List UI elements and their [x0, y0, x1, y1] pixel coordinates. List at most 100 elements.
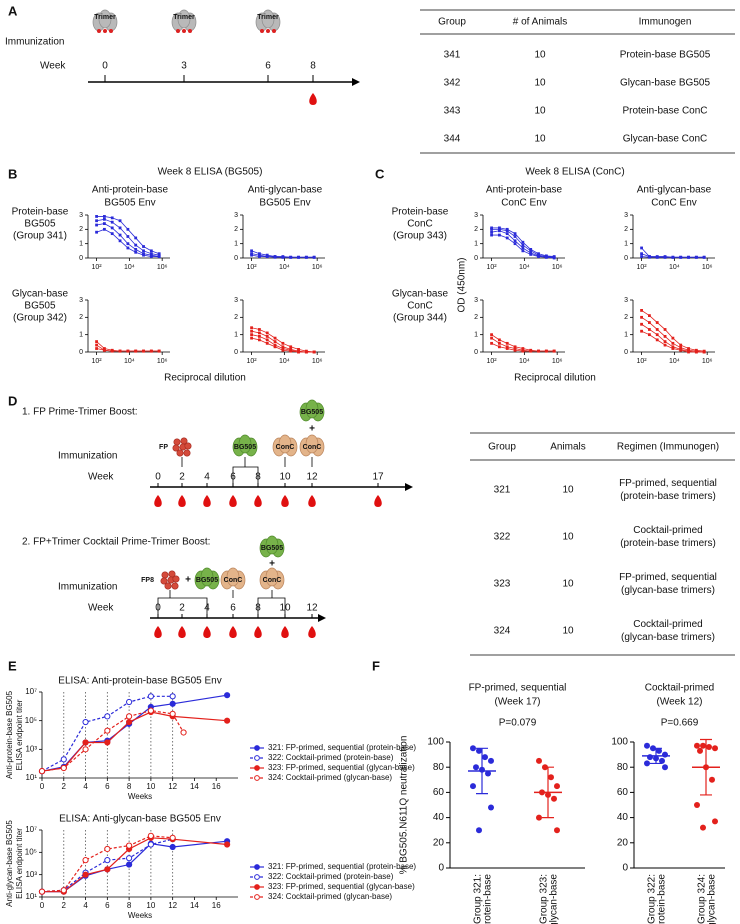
y-tick-label: 0: [234, 255, 238, 262]
table-cell: 342: [444, 78, 461, 89]
legend-label: 324: Cocktail-primed (glycan-base): [268, 773, 392, 782]
week-label: 2: [179, 472, 185, 483]
fp-icon: [176, 449, 184, 457]
bg-icon: [200, 567, 214, 587]
point: [118, 219, 122, 223]
y-tick-label: 3: [79, 212, 83, 219]
legend-marker: [254, 745, 260, 751]
x-axis-title: Weeks: [128, 911, 152, 920]
point: [488, 804, 494, 811]
table-cell: 321: [494, 485, 511, 496]
point: [712, 818, 718, 825]
point: [498, 226, 501, 230]
point: [95, 347, 98, 350]
row-label: Week: [88, 472, 114, 483]
x-tick-label: 10⁴: [519, 358, 530, 365]
point: [147, 832, 154, 839]
point: [498, 338, 501, 342]
row-label: Protein-base: [12, 207, 69, 218]
point: [640, 252, 643, 256]
point: [488, 757, 494, 764]
point: [258, 328, 261, 331]
point: [104, 739, 111, 746]
point: [663, 335, 667, 338]
legend-marker: [254, 884, 260, 890]
point: [662, 751, 668, 758]
icon-label: BG505: [261, 545, 283, 552]
point: [554, 827, 560, 834]
y-tick-label: 0: [624, 255, 628, 262]
point: [149, 255, 153, 258]
point: [103, 217, 106, 221]
point: [663, 340, 667, 343]
chart-title: ELISA: Anti-protein-base BG505 Env: [58, 676, 221, 687]
x-tick-label: 10⁶: [312, 264, 323, 271]
chart-title: ELISA: Anti-glycan-base BG505 Env: [59, 814, 221, 825]
x-tick-label: 10⁶: [157, 264, 168, 271]
blood-drop: [374, 495, 382, 507]
x-tick-label: 10⁶: [312, 358, 323, 365]
point: [476, 827, 482, 834]
fp-icon: [172, 575, 180, 583]
point: [273, 345, 277, 349]
trimer-base: [103, 29, 107, 33]
point: [147, 841, 154, 848]
row-label: Week: [40, 61, 66, 72]
point: [552, 349, 556, 353]
point: [265, 335, 269, 338]
point: [297, 348, 300, 351]
point: [118, 239, 122, 243]
point: [679, 348, 683, 352]
row-label: Glycan-base: [12, 289, 69, 300]
point: [250, 336, 253, 340]
point: [505, 232, 509, 236]
point: [258, 335, 261, 338]
point: [134, 250, 138, 254]
x-tick-label: 10²: [92, 358, 103, 365]
icon-label: ConC: [263, 577, 282, 584]
table-cell: (protein-base trimers): [620, 538, 716, 549]
point: [38, 768, 46, 775]
category-label: Group 321:: [473, 874, 484, 924]
point: [640, 309, 643, 312]
bg-icon: [265, 535, 279, 555]
x-tick-label: 0: [40, 901, 45, 910]
point: [529, 253, 533, 256]
week-label: 12: [306, 472, 318, 483]
point: [265, 338, 269, 342]
point: [521, 249, 525, 253]
table-cell: 10: [534, 78, 546, 89]
column-title: Anti-glycan-base: [248, 185, 323, 196]
week-label: 17: [372, 472, 384, 483]
y-tick-label: 100: [427, 737, 444, 748]
point: [536, 757, 542, 764]
point: [490, 226, 493, 230]
point: [82, 739, 89, 746]
icon-label: ConC: [276, 444, 295, 451]
legend-marker: [254, 765, 260, 771]
point: [679, 343, 683, 347]
point: [671, 341, 675, 345]
trimer-icon: [177, 9, 191, 29]
point: [552, 256, 556, 260]
legend-label: 321: FP-primed, sequential (protein-base…: [268, 743, 416, 752]
fp-icon: [172, 444, 180, 452]
table-header: Group: [488, 442, 516, 453]
point: [485, 770, 491, 777]
point: [258, 253, 261, 257]
icon-label: BG505: [301, 409, 323, 416]
y-tick-label: 3: [234, 212, 238, 219]
point: [304, 255, 308, 259]
point: [521, 240, 525, 244]
table-cell: Protein-base BG505: [620, 50, 711, 61]
category-label: protein-base: [483, 874, 494, 924]
point: [513, 348, 517, 352]
point: [134, 236, 138, 240]
bracket: [232, 457, 259, 483]
point: [250, 329, 253, 333]
column-title: Anti-protein-base: [92, 185, 169, 196]
point: [149, 349, 153, 353]
point: [490, 227, 493, 231]
point: [110, 226, 114, 230]
point: [640, 246, 643, 250]
